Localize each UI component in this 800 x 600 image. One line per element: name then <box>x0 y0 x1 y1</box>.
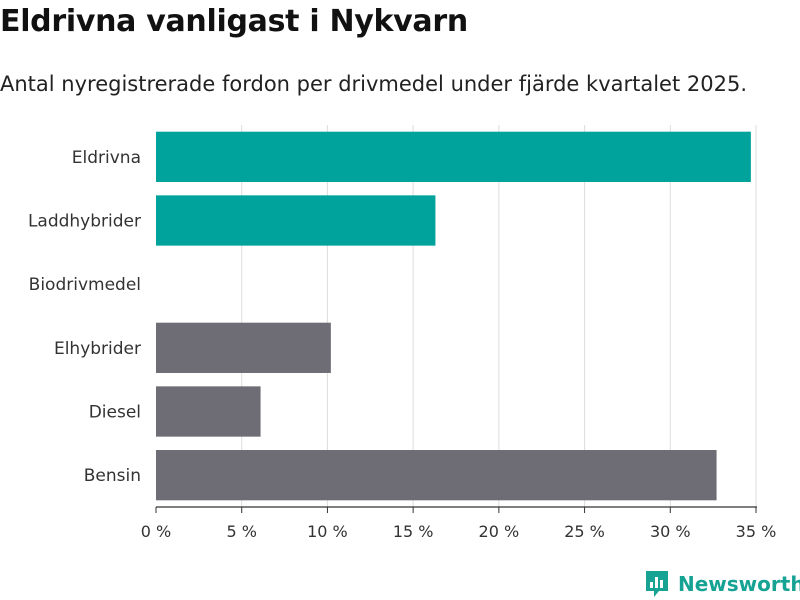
bar <box>156 195 436 246</box>
x-tick-label: 5 % <box>226 522 256 541</box>
x-tick-label: 30 % <box>650 522 691 541</box>
chart-title: Eldrivna vanligast i Nykvarn <box>0 4 468 39</box>
bar <box>156 322 331 373</box>
brand-logo: Newsworthy <box>644 568 800 600</box>
category-label: Elhybrider <box>54 339 141 359</box>
x-tick-label: 20 % <box>479 522 520 541</box>
bar <box>156 450 717 501</box>
x-tick-label: 10 % <box>307 522 348 541</box>
x-tick-label: 25 % <box>564 522 605 541</box>
category-label: Bensin <box>84 466 141 486</box>
category-label: Laddhybrider <box>28 212 141 232</box>
category-label: Biodrivmedel <box>29 275 141 295</box>
x-tick-label: 0 % <box>141 522 171 541</box>
bar <box>156 386 261 437</box>
chart-subtitle: Antal nyregistrerade fordon per drivmede… <box>0 72 748 96</box>
newsworthy-logo-icon <box>646 571 668 597</box>
category-label: Eldrivna <box>72 148 141 168</box>
x-tick-label: 35 % <box>736 522 777 541</box>
category-label: Diesel <box>89 403 141 423</box>
x-tick-label: 15 % <box>393 522 434 541</box>
brand-name: Newsworthy <box>678 572 800 596</box>
bar <box>156 131 751 182</box>
